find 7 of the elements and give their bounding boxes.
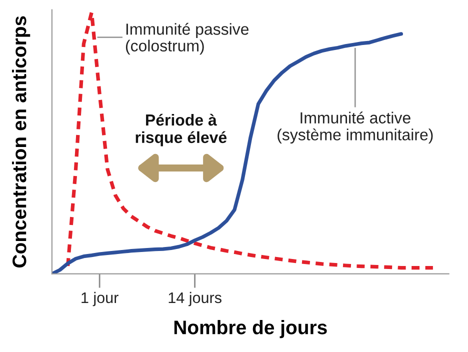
series-label: Immunité passive (colostrum) [126, 22, 249, 55]
x-tick-label: 14 jours [168, 292, 222, 306]
x-tick-label: 1 jour [82, 292, 118, 306]
x-axis-title: Nombre de jours [174, 320, 327, 338]
y-axis-title: Concentration en anticorps [12, 16, 30, 268]
annotation: Période à risque élevé [136, 114, 227, 146]
series-label: Immunité active (système immunitaire) [278, 112, 433, 144]
